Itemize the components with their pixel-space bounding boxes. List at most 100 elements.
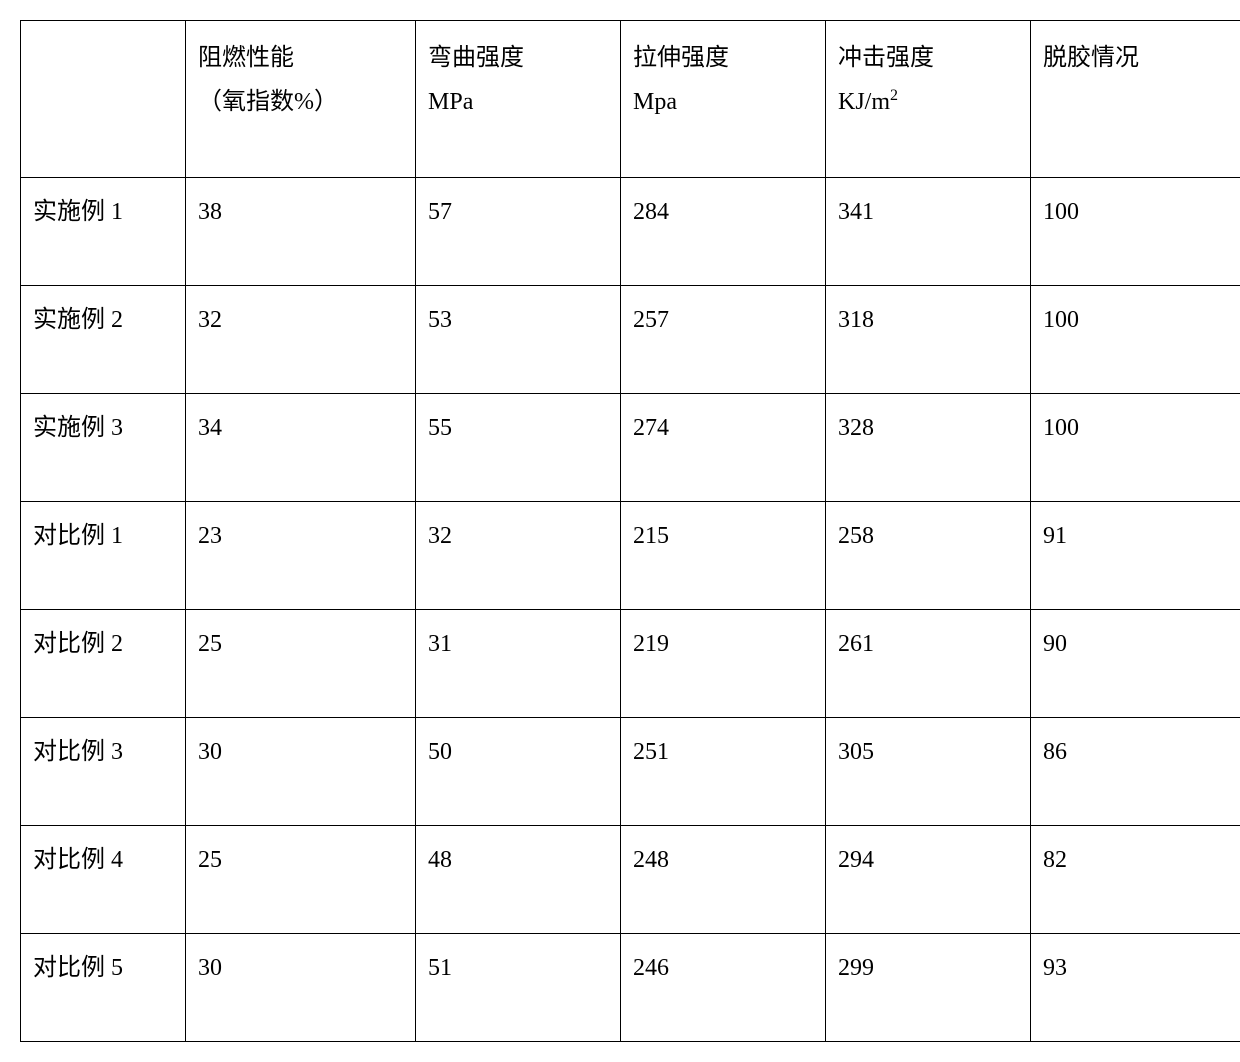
table-row: 对比例 3 30 50 251 305 86 <box>21 718 1240 826</box>
header-sublabel-4: KJ/m <box>838 89 890 115</box>
row-label: 实施例 2 <box>33 307 123 333</box>
cell-value: 23 <box>198 523 222 549</box>
header-sublabel-4-wrapper: KJ/m2 <box>838 83 1018 121</box>
data-cell: 32 <box>186 286 416 394</box>
data-cell: 30 <box>186 718 416 826</box>
data-cell: 82 <box>1031 826 1240 934</box>
header-cell-tensile-strength: 拉伸强度 Mpa <box>621 21 826 178</box>
header-label-4: 冲击强度 <box>838 45 934 71</box>
table-row: 实施例 1 38 57 284 341 100 <box>21 178 1240 286</box>
data-cell: 38 <box>186 178 416 286</box>
cell-value: 261 <box>838 631 874 657</box>
cell-value: 51 <box>428 955 452 981</box>
header-cell-impact-strength: 冲击强度 KJ/m2 <box>826 21 1031 178</box>
data-cell: 294 <box>826 826 1031 934</box>
row-label-cell: 对比例 4 <box>21 826 186 934</box>
header-sublabel-2: MPa <box>428 83 608 121</box>
table-row: 实施例 2 32 53 257 318 100 <box>21 286 1240 394</box>
data-cell: 86 <box>1031 718 1240 826</box>
header-sublabel-3: Mpa <box>633 83 813 121</box>
row-label: 对比例 5 <box>33 955 123 981</box>
header-row: 阻燃性能 （氧指数%） 弯曲强度 MPa 拉伸强度 Mpa 冲击强度 KJ/m2… <box>21 21 1240 178</box>
data-cell: 341 <box>826 178 1031 286</box>
data-cell: 299 <box>826 934 1031 1042</box>
data-cell: 100 <box>1031 286 1240 394</box>
cell-value: 91 <box>1043 523 1067 549</box>
header-cell-flexural-strength: 弯曲强度 MPa <box>416 21 621 178</box>
data-cell: 25 <box>186 610 416 718</box>
header-cell-rowlabel <box>21 21 186 178</box>
cell-value: 219 <box>633 631 669 657</box>
data-cell: 23 <box>186 502 416 610</box>
cell-value: 38 <box>198 199 222 225</box>
row-label: 实施例 1 <box>33 199 123 225</box>
cell-value: 86 <box>1043 739 1067 765</box>
cell-value: 248 <box>633 847 669 873</box>
cell-value: 246 <box>633 955 669 981</box>
data-cell: 318 <box>826 286 1031 394</box>
cell-value: 55 <box>428 415 452 441</box>
cell-value: 100 <box>1043 199 1079 225</box>
data-cell: 32 <box>416 502 621 610</box>
header-label-2: 弯曲强度 <box>428 45 524 71</box>
data-cell: 261 <box>826 610 1031 718</box>
data-cell: 48 <box>416 826 621 934</box>
header-label-1: 阻燃性能 <box>198 45 294 71</box>
cell-value: 93 <box>1043 955 1067 981</box>
cell-value: 299 <box>838 955 874 981</box>
data-cell: 50 <box>416 718 621 826</box>
cell-value: 257 <box>633 307 669 333</box>
data-cell: 25 <box>186 826 416 934</box>
data-cell: 30 <box>186 934 416 1042</box>
table-body: 实施例 1 38 57 284 341 100 实施例 2 32 53 257 … <box>21 178 1240 1042</box>
cell-value: 328 <box>838 415 874 441</box>
cell-value: 82 <box>1043 847 1067 873</box>
cell-value: 25 <box>198 847 222 873</box>
row-label-cell: 实施例 1 <box>21 178 186 286</box>
row-label-cell: 对比例 2 <box>21 610 186 718</box>
cell-value: 57 <box>428 199 452 225</box>
cell-value: 25 <box>198 631 222 657</box>
table-header: 阻燃性能 （氧指数%） 弯曲强度 MPa 拉伸强度 Mpa 冲击强度 KJ/m2… <box>21 21 1240 178</box>
data-cell: 257 <box>621 286 826 394</box>
header-cell-degumming: 脱胶情况 <box>1031 21 1240 178</box>
header-label-3: 拉伸强度 <box>633 45 729 71</box>
row-label-cell: 对比例 1 <box>21 502 186 610</box>
data-cell: 93 <box>1031 934 1240 1042</box>
table-row: 对比例 4 25 48 248 294 82 <box>21 826 1240 934</box>
row-label-cell: 对比例 5 <box>21 934 186 1042</box>
cell-value: 341 <box>838 199 874 225</box>
cell-value: 48 <box>428 847 452 873</box>
cell-value: 34 <box>198 415 222 441</box>
cell-value: 53 <box>428 307 452 333</box>
table-row: 对比例 2 25 31 219 261 90 <box>21 610 1240 718</box>
cell-value: 305 <box>838 739 874 765</box>
row-label: 实施例 3 <box>33 415 123 441</box>
data-cell: 284 <box>621 178 826 286</box>
cell-value: 31 <box>428 631 452 657</box>
row-label: 对比例 1 <box>33 523 123 549</box>
cell-value: 318 <box>838 307 874 333</box>
table-row: 实施例 3 34 55 274 328 100 <box>21 394 1240 502</box>
data-cell: 57 <box>416 178 621 286</box>
header-cell-flame-retardancy: 阻燃性能 （氧指数%） <box>186 21 416 178</box>
header-label-5: 脱胶情况 <box>1043 45 1139 71</box>
table-row: 对比例 5 30 51 246 299 93 <box>21 934 1240 1042</box>
cell-value: 32 <box>198 307 222 333</box>
cell-value: 90 <box>1043 631 1067 657</box>
data-cell: 246 <box>621 934 826 1042</box>
data-cell: 305 <box>826 718 1031 826</box>
materials-comparison-table: 阻燃性能 （氧指数%） 弯曲强度 MPa 拉伸强度 Mpa 冲击强度 KJ/m2… <box>20 20 1240 1042</box>
data-cell: 55 <box>416 394 621 502</box>
data-cell: 258 <box>826 502 1031 610</box>
data-cell: 31 <box>416 610 621 718</box>
header-superscript-4: 2 <box>890 87 898 104</box>
row-label: 对比例 4 <box>33 847 123 873</box>
cell-value: 30 <box>198 739 222 765</box>
cell-value: 50 <box>428 739 452 765</box>
cell-value: 100 <box>1043 307 1079 333</box>
data-cell: 219 <box>621 610 826 718</box>
cell-value: 258 <box>838 523 874 549</box>
data-cell: 251 <box>621 718 826 826</box>
data-cell: 100 <box>1031 178 1240 286</box>
